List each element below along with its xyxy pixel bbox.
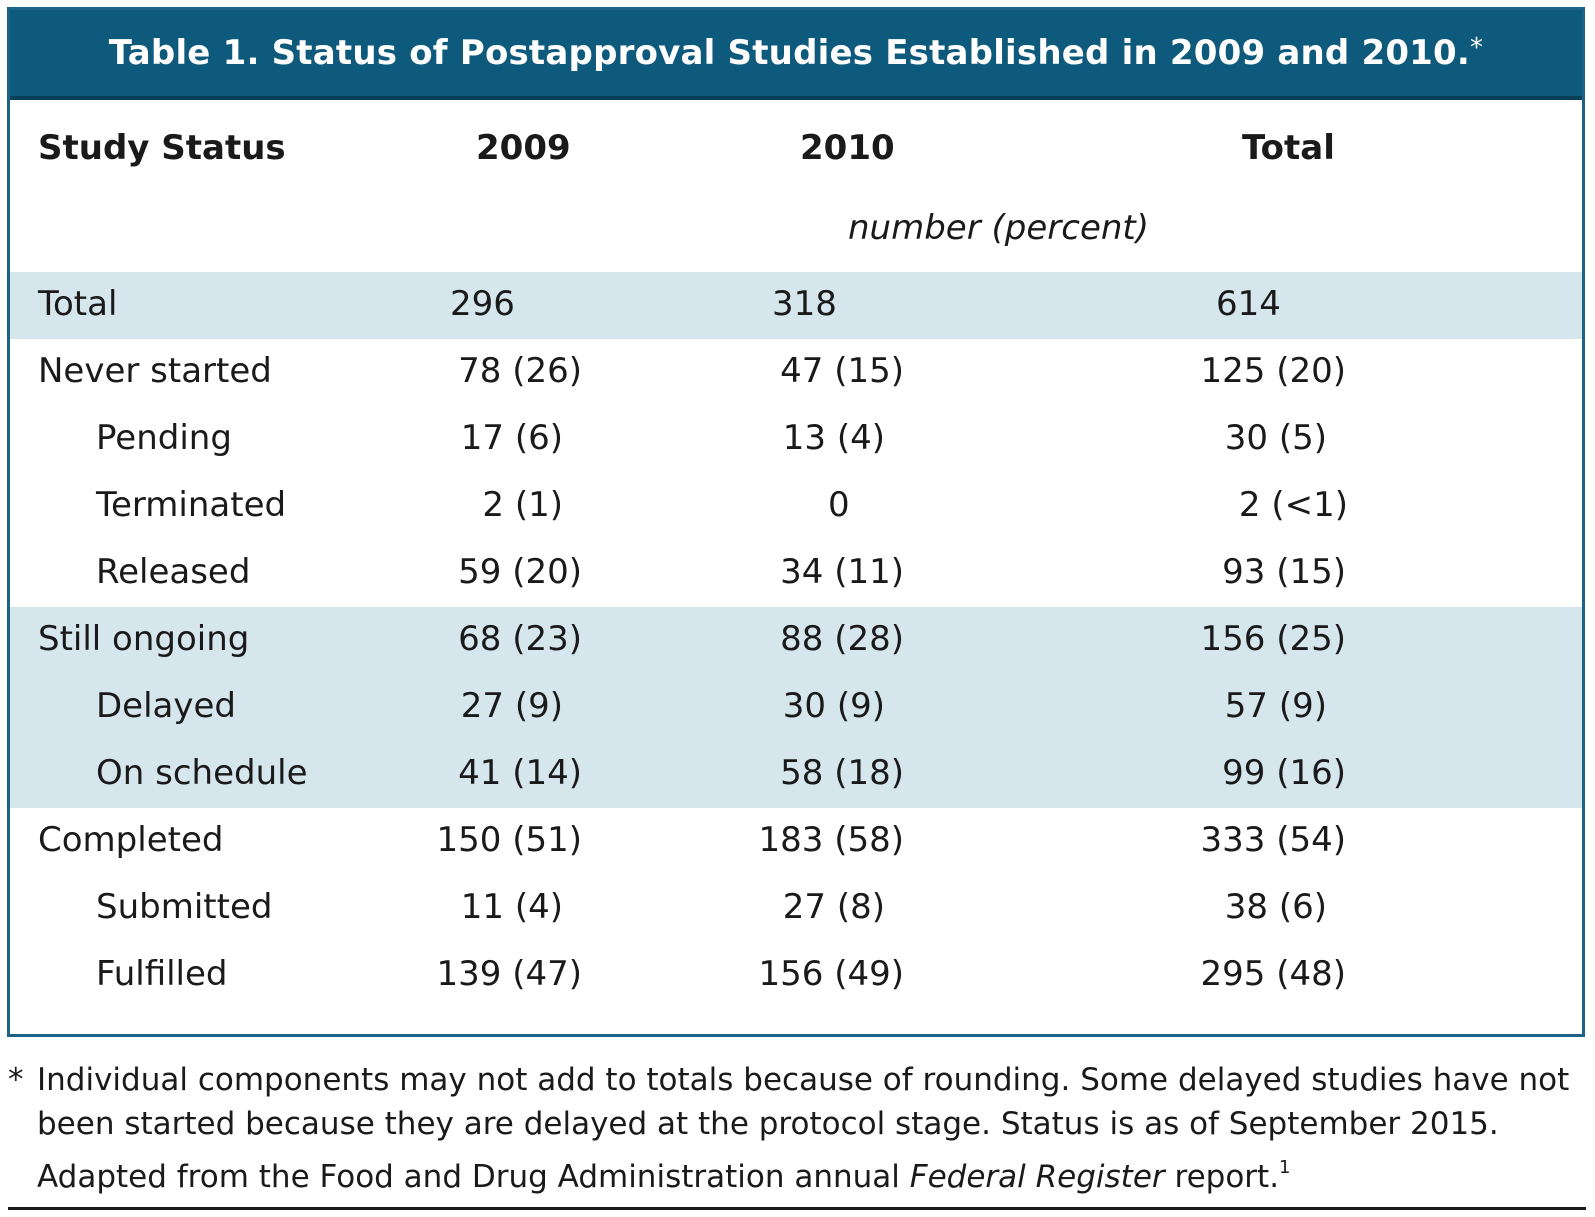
cell-2010: 183 (58) xyxy=(758,820,905,860)
cell-total: 93 (15) xyxy=(1222,552,1346,592)
row-label: Fulfilled xyxy=(96,954,228,994)
cell-2010: 58 (18) xyxy=(780,753,904,793)
table-row-on-schedule: On schedule 41 (14) 58 (18) 99 (16) xyxy=(10,741,1582,808)
bottom-divider xyxy=(8,1207,1586,1210)
cell-total: 295 (48) xyxy=(1200,954,1347,994)
cell-total: 57 (9) xyxy=(1224,686,1327,726)
cell-2009: 17 (6) xyxy=(460,418,563,458)
cell-total: 99 (16) xyxy=(1222,753,1346,793)
row-label: Total xyxy=(38,284,118,324)
title-footnote-marker: * xyxy=(1470,33,1484,63)
cell-2010: 156 (49) xyxy=(758,954,905,994)
cell-2009: 2 (1) xyxy=(482,485,563,525)
cell-2010: 47 (15) xyxy=(780,351,904,391)
table-row-terminated: Terminated 2 (1) 0 2 (<1) xyxy=(10,473,1582,540)
cell-2010: 34 (11) xyxy=(780,552,904,592)
cell-2010: 88 (28) xyxy=(780,619,904,659)
cell-total: 38 (6) xyxy=(1224,887,1327,927)
cell-total: 614 xyxy=(1216,284,1281,324)
table-row-released: Released 59 (20) 34 (11) 93 (15) xyxy=(10,540,1582,607)
table-row-still-ongoing: Still ongoing 68 (23) 88 (28) 156 (25) xyxy=(10,607,1582,674)
cell-total: 156 (25) xyxy=(1200,619,1347,659)
footnote-italic-source: Federal Register xyxy=(909,1159,1165,1195)
row-label: Released xyxy=(96,552,251,592)
table-row-fulfilled: Fulfilled 139 (47) 156 (49) 295 (48) xyxy=(10,942,1582,1009)
cell-total: 2 (<1) xyxy=(1238,485,1348,525)
row-label: Delayed xyxy=(96,686,237,726)
row-label: Still ongoing xyxy=(38,619,250,659)
cell-total: 30 (5) xyxy=(1224,418,1327,458)
cell-2009: 41 (14) xyxy=(458,753,582,793)
cell-2010: 318 xyxy=(772,284,837,324)
table-row-never-started: Never started 78 (26) 47 (15) 125 (20) xyxy=(10,339,1582,406)
row-label: Never started xyxy=(38,351,272,391)
cell-2009: 139 (47) xyxy=(436,954,583,994)
row-label: Terminated xyxy=(96,485,287,525)
footnote-reference: 1 xyxy=(1279,1157,1291,1178)
row-label: Pending xyxy=(96,418,232,458)
table-row-delayed: Delayed 27 (9) 30 (9) 57 (9) xyxy=(10,674,1582,741)
column-header-2009: 2009 xyxy=(476,128,571,168)
cell-total: 125 (20) xyxy=(1200,351,1347,391)
cell-2010: 30 (9) xyxy=(782,686,885,726)
column-header-study-status: Study Status xyxy=(38,128,286,168)
cell-2009: 59 (20) xyxy=(458,552,582,592)
cell-2010: 27 (8) xyxy=(782,887,885,927)
units-label: number (percent) xyxy=(848,208,1150,248)
cell-2009: 78 (26) xyxy=(458,351,582,391)
cell-2009: 68 (23) xyxy=(458,619,582,659)
table-frame: Table 1. Status of Postapproval Studies … xyxy=(7,7,1585,1037)
table-title: Table 1. Status of Postapproval Studies … xyxy=(108,33,1484,73)
header-row: Study Status 2009 2010 Total number (per… xyxy=(10,100,1582,278)
table-footnote: * Individual components may not add to t… xyxy=(8,1058,1588,1199)
table-row-completed: Completed 150 (51) 183 (58) 333 (54) xyxy=(10,808,1582,875)
footnote-marker: * xyxy=(8,1062,24,1098)
cell-2009: 296 xyxy=(450,284,515,324)
column-header-total: Total xyxy=(1242,128,1335,168)
cell-2009: 27 (9) xyxy=(460,686,563,726)
table-row-total: Total 296 318 614 xyxy=(10,272,1582,339)
cell-total: 333 (54) xyxy=(1200,820,1347,860)
cell-2009: 11 (4) xyxy=(460,887,563,927)
table-row-submitted: Submitted 11 (4) 27 (8) 38 (6) xyxy=(10,875,1582,942)
row-label: On schedule xyxy=(96,753,308,793)
column-header-2010: 2010 xyxy=(800,128,895,168)
footnote-text: Individual components may not add to tot… xyxy=(37,1062,1570,1195)
cell-2010: 13 (4) xyxy=(782,418,885,458)
cell-2010: 0 xyxy=(828,485,850,525)
row-label: Completed xyxy=(38,820,224,860)
row-label: Submitted xyxy=(96,887,273,927)
table-title-bar: Table 1. Status of Postapproval Studies … xyxy=(10,10,1582,100)
table-row-pending: Pending 17 (6) 13 (4) 30 (5) xyxy=(10,406,1582,473)
cell-2009: 150 (51) xyxy=(436,820,583,860)
